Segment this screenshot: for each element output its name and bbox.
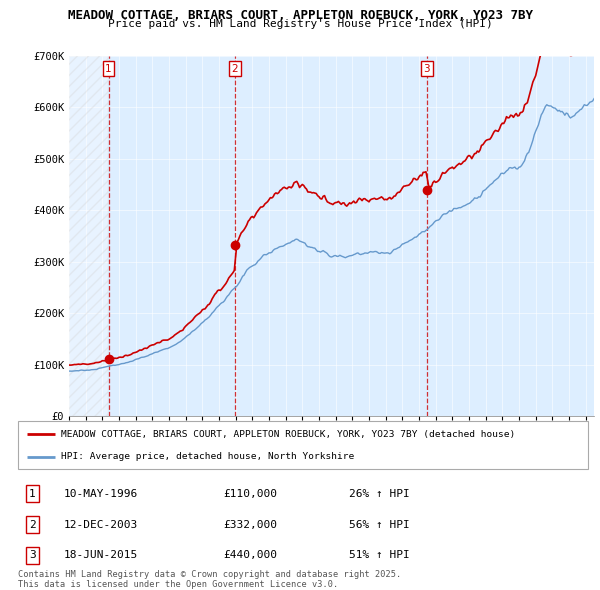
Text: 18-JUN-2015: 18-JUN-2015 <box>64 550 138 560</box>
Text: 2: 2 <box>29 520 35 529</box>
Text: £110,000: £110,000 <box>223 489 277 499</box>
Text: £440,000: £440,000 <box>223 550 277 560</box>
Text: MEADOW COTTAGE, BRIARS COURT, APPLETON ROEBUCK, YORK, YO23 7BY (detached house): MEADOW COTTAGE, BRIARS COURT, APPLETON R… <box>61 430 515 439</box>
Text: 1: 1 <box>29 489 35 499</box>
Text: HPI: Average price, detached house, North Yorkshire: HPI: Average price, detached house, Nort… <box>61 453 354 461</box>
Text: 56% ↑ HPI: 56% ↑ HPI <box>349 520 409 529</box>
Text: 26% ↑ HPI: 26% ↑ HPI <box>349 489 409 499</box>
Text: Price paid vs. HM Land Registry's House Price Index (HPI): Price paid vs. HM Land Registry's House … <box>107 19 493 30</box>
Text: 12-DEC-2003: 12-DEC-2003 <box>64 520 138 529</box>
Text: Contains HM Land Registry data © Crown copyright and database right 2025.
This d: Contains HM Land Registry data © Crown c… <box>18 570 401 589</box>
Text: 3: 3 <box>29 550 35 560</box>
Text: 51% ↑ HPI: 51% ↑ HPI <box>349 550 409 560</box>
Text: MEADOW COTTAGE, BRIARS COURT, APPLETON ROEBUCK, YORK, YO23 7BY: MEADOW COTTAGE, BRIARS COURT, APPLETON R… <box>67 9 533 22</box>
Text: 2: 2 <box>232 64 238 74</box>
Text: £332,000: £332,000 <box>223 520 277 529</box>
Text: 10-MAY-1996: 10-MAY-1996 <box>64 489 138 499</box>
Text: 1: 1 <box>105 64 112 74</box>
Text: 3: 3 <box>424 64 430 74</box>
